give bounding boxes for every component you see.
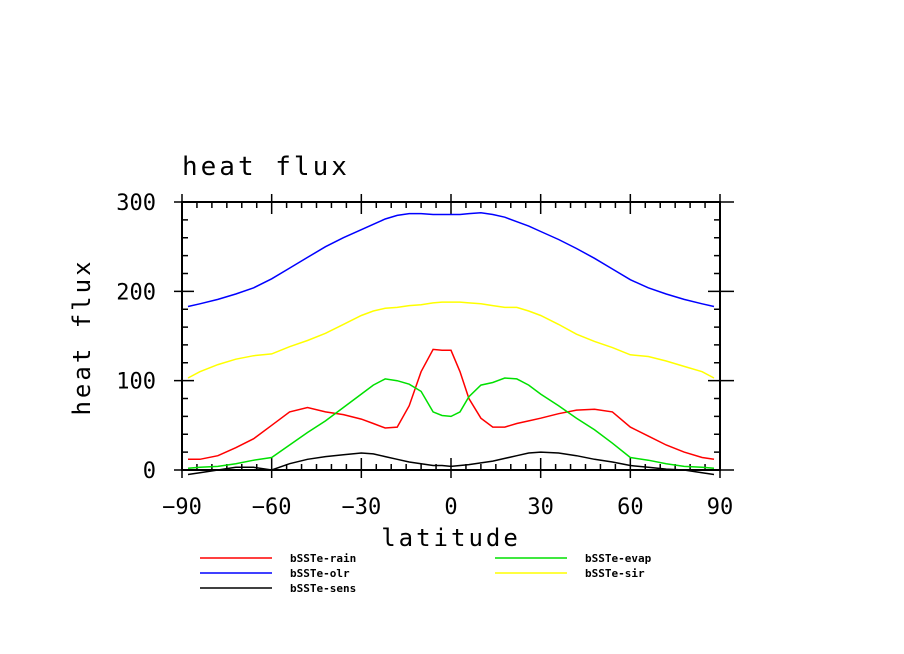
legend: bSSTe-rain bSSTe-evap bSSTe-olr bSSTe-sir bS… [200, 552, 652, 595]
series-line-bSSTe-evap [187, 377, 715, 469]
series-line-bSSTe-sir [187, 301, 715, 379]
x-tick-label: −60 [252, 495, 292, 520]
legend-label-bSSTe-sir: bSSTe-sir [585, 567, 645, 580]
x-tick-label: −30 [341, 495, 381, 520]
chart-title: heat flux [182, 152, 350, 182]
y-tick-label: 300 [116, 191, 156, 216]
legend-label-bSSTe-rain: bSSTe-rain [290, 552, 356, 565]
x-tick-label: 30 [527, 495, 554, 520]
x-axis-label: latitude [381, 524, 521, 552]
legend-label-bSSTe-olr: bSSTe-olr [290, 567, 350, 580]
legend-label-bSSTe-sens: bSSTe-sens [290, 582, 356, 595]
series-line-bSSTe-rain [188, 348, 715, 461]
legend-label-bSSTe-evap: bSSTe-evap [585, 552, 652, 565]
y-tick-label: 0 [143, 459, 156, 484]
plot-frame [181, 201, 721, 471]
series-line-bSSTe-olr [187, 211, 715, 308]
y-tick-label: 100 [116, 370, 156, 395]
x-tick-label: −90 [162, 495, 202, 520]
series-lines [187, 211, 715, 476]
tick-labels: −90 −60 −30 0 30 60 90 0 100 200 300 [116, 191, 733, 520]
x-tick-label: 60 [617, 495, 644, 520]
series-line-bSSTe-sens [187, 451, 715, 476]
y-tick-label: 200 [116, 280, 156, 305]
x-tick-label: 0 [444, 495, 457, 520]
x-tick-label: 90 [707, 495, 734, 520]
y-axis-label: heat flux [68, 258, 96, 415]
